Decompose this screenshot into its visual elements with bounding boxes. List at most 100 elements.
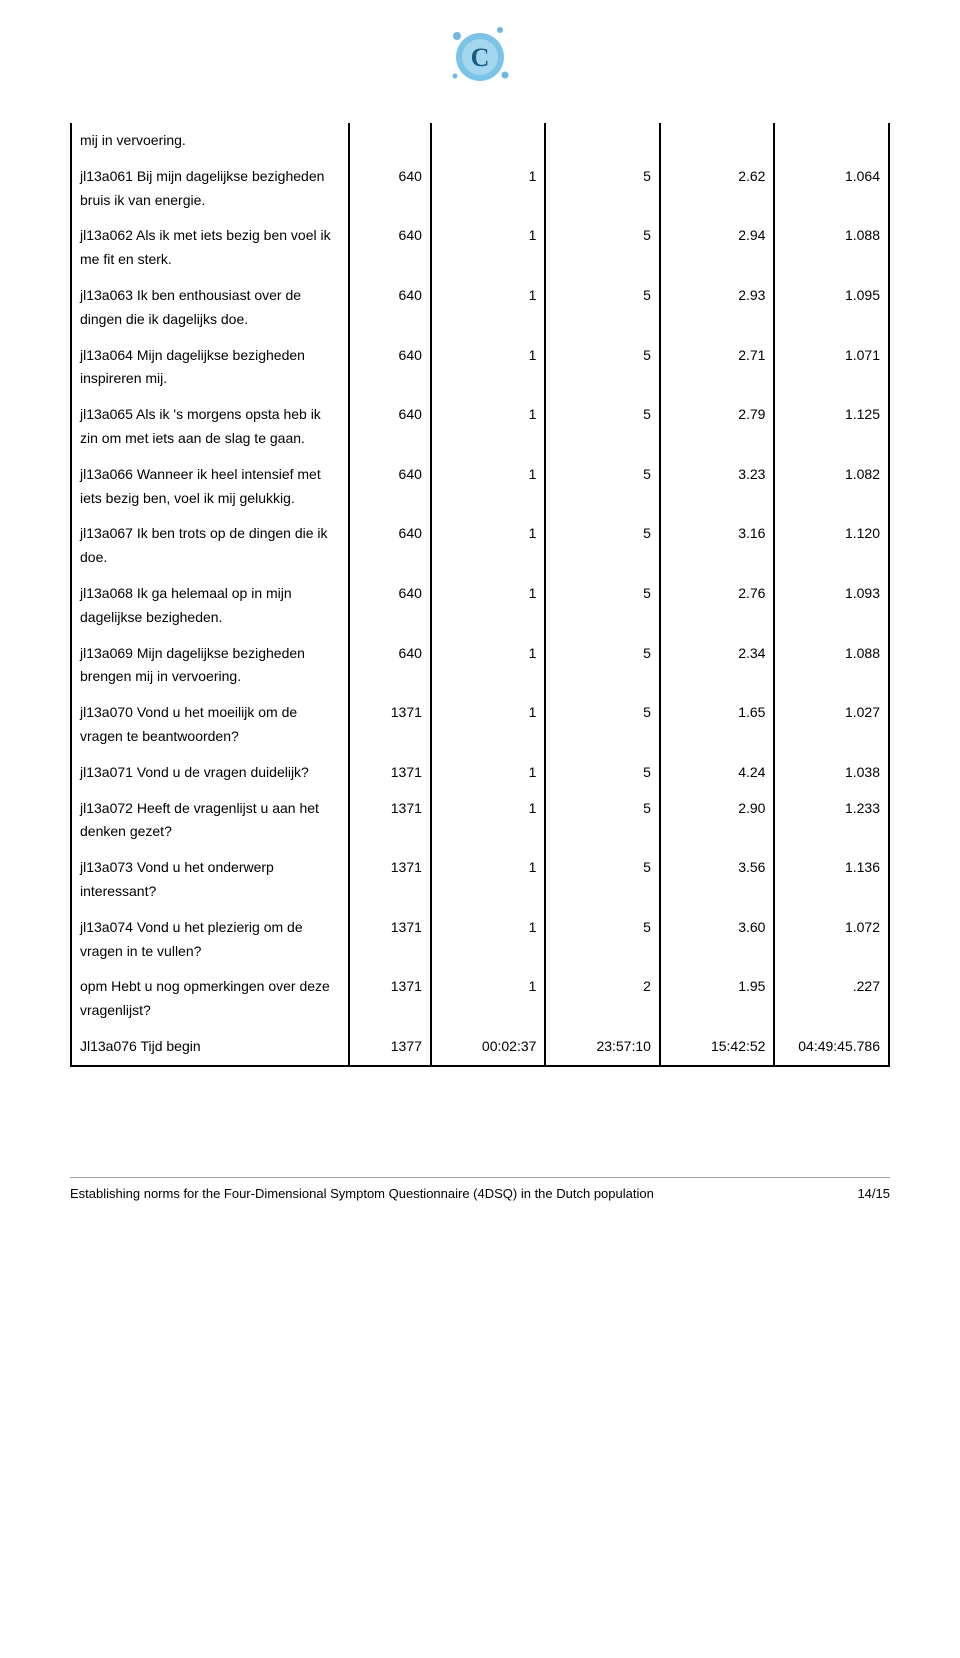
cell-min: 1: [431, 516, 546, 576]
cell-max: [545, 123, 660, 159]
cell-max: 5: [545, 338, 660, 398]
cell-mean: 2.76: [660, 576, 775, 636]
cell-n: 1371: [349, 910, 431, 970]
cell-min: 1: [431, 969, 546, 1029]
cell-mean: 1.65: [660, 695, 775, 755]
cell-sd: .227: [774, 969, 889, 1029]
cell-sd: 1.088: [774, 218, 889, 278]
table-row: jl13a068 Ik ga helemaal op in mijn dagel…: [71, 576, 889, 636]
cell-desc: jl13a061 Bij mijn dagelijkse bezigheden …: [71, 159, 349, 219]
table-row: jl13a069 Mijn dagelijkse bezigheden bren…: [71, 636, 889, 696]
cell-mean: 3.16: [660, 516, 775, 576]
cell-mean: 4.24: [660, 755, 775, 791]
cell-desc: jl13a073 Vond u het onderwerp interessan…: [71, 850, 349, 910]
table-row: jl13a073 Vond u het onderwerp interessan…: [71, 850, 889, 910]
cell-mean: 3.56: [660, 850, 775, 910]
cell-sd: 04:49:45.786: [774, 1029, 889, 1066]
cell-min: 1: [431, 338, 546, 398]
cell-max: 23:57:10: [545, 1029, 660, 1066]
cell-min: 00:02:37: [431, 1029, 546, 1066]
cell-min: 1: [431, 755, 546, 791]
table-row: jl13a064 Mijn dagelijkse bezigheden insp…: [71, 338, 889, 398]
cell-desc: jl13a068 Ik ga helemaal op in mijn dagel…: [71, 576, 349, 636]
cell-n: 640: [349, 278, 431, 338]
cell-sd: 1.095: [774, 278, 889, 338]
cell-mean: [660, 123, 775, 159]
logo-wrap: C: [70, 20, 890, 93]
cell-n: 640: [349, 218, 431, 278]
cell-sd: [774, 123, 889, 159]
cell-n: [349, 123, 431, 159]
cell-min: 1: [431, 910, 546, 970]
cell-desc: jl13a064 Mijn dagelijkse bezigheden insp…: [71, 338, 349, 398]
cell-max: 5: [545, 850, 660, 910]
table-row: jl13a072 Heeft de vragenlijst u aan het …: [71, 791, 889, 851]
cell-max: 5: [545, 755, 660, 791]
cell-desc: jl13a066 Wanneer ik heel intensief met i…: [71, 457, 349, 517]
cell-n: 1371: [349, 791, 431, 851]
cell-desc: jl13a072 Heeft de vragenlijst u aan het …: [71, 791, 349, 851]
cell-max: 5: [545, 218, 660, 278]
cell-desc: jl13a065 Als ik 's morgens opsta heb ik …: [71, 397, 349, 457]
cell-min: 1: [431, 397, 546, 457]
cell-min: 1: [431, 791, 546, 851]
cell-n: 1371: [349, 755, 431, 791]
cell-max: 5: [545, 397, 660, 457]
cell-mean: 2.62: [660, 159, 775, 219]
cell-max: 5: [545, 910, 660, 970]
cell-n: 1371: [349, 695, 431, 755]
cell-mean: 2.93: [660, 278, 775, 338]
cell-sd: 1.136: [774, 850, 889, 910]
cell-mean: 2.34: [660, 636, 775, 696]
table-row: jl13a063 Ik ben enthousiast over de ding…: [71, 278, 889, 338]
table-row: jl13a062 Als ik met iets bezig ben voel …: [71, 218, 889, 278]
cell-max: 2: [545, 969, 660, 1029]
cell-n: 640: [349, 636, 431, 696]
data-table: mij in vervoering.jl13a061 Bij mijn dage…: [70, 123, 890, 1067]
cell-desc: mij in vervoering.: [71, 123, 349, 159]
cell-min: 1: [431, 636, 546, 696]
cell-sd: 1.038: [774, 755, 889, 791]
cell-desc: jl13a063 Ik ben enthousiast over de ding…: [71, 278, 349, 338]
cell-max: 5: [545, 457, 660, 517]
cell-desc: jl13a062 Als ik met iets bezig ben voel …: [71, 218, 349, 278]
cell-mean: 15:42:52: [660, 1029, 775, 1066]
cell-n: 640: [349, 397, 431, 457]
table-row: jl13a071 Vond u de vragen duidelijk?1371…: [71, 755, 889, 791]
cell-sd: 1.071: [774, 338, 889, 398]
cell-n: 1371: [349, 969, 431, 1029]
cell-max: 5: [545, 695, 660, 755]
cell-desc: jl13a071 Vond u de vragen duidelijk?: [71, 755, 349, 791]
cell-sd: 1.120: [774, 516, 889, 576]
table-row: opm Hebt u nog opmerkingen over deze vra…: [71, 969, 889, 1029]
cell-mean: 2.71: [660, 338, 775, 398]
cell-max: 5: [545, 516, 660, 576]
cell-max: 5: [545, 576, 660, 636]
cell-n: 640: [349, 576, 431, 636]
cell-desc: opm Hebt u nog opmerkingen over deze vra…: [71, 969, 349, 1029]
table-row: jl13a067 Ik ben trots op de dingen die i…: [71, 516, 889, 576]
cell-mean: 3.23: [660, 457, 775, 517]
cell-min: 1: [431, 576, 546, 636]
cell-min: [431, 123, 546, 159]
cell-sd: 1.064: [774, 159, 889, 219]
cell-mean: 2.90: [660, 791, 775, 851]
footer: Establishing norms for the Four-Dimensio…: [70, 1177, 890, 1201]
cell-sd: 1.093: [774, 576, 889, 636]
table-row: Jl13a076 Tijd begin137700:02:3723:57:101…: [71, 1029, 889, 1066]
footer-title: Establishing norms for the Four-Dimensio…: [70, 1186, 654, 1201]
cell-desc: jl13a069 Mijn dagelijkse bezigheden bren…: [71, 636, 349, 696]
cell-sd: 1.088: [774, 636, 889, 696]
cell-n: 640: [349, 338, 431, 398]
cell-min: 1: [431, 159, 546, 219]
cell-n: 1377: [349, 1029, 431, 1066]
cell-sd: 1.027: [774, 695, 889, 755]
footer-page: 14/15: [857, 1186, 890, 1201]
cell-max: 5: [545, 159, 660, 219]
cell-n: 640: [349, 159, 431, 219]
table-row: jl13a074 Vond u het plezierig om de vrag…: [71, 910, 889, 970]
cell-n: 640: [349, 516, 431, 576]
svg-text:C: C: [471, 43, 490, 72]
cell-sd: 1.233: [774, 791, 889, 851]
cell-max: 5: [545, 791, 660, 851]
